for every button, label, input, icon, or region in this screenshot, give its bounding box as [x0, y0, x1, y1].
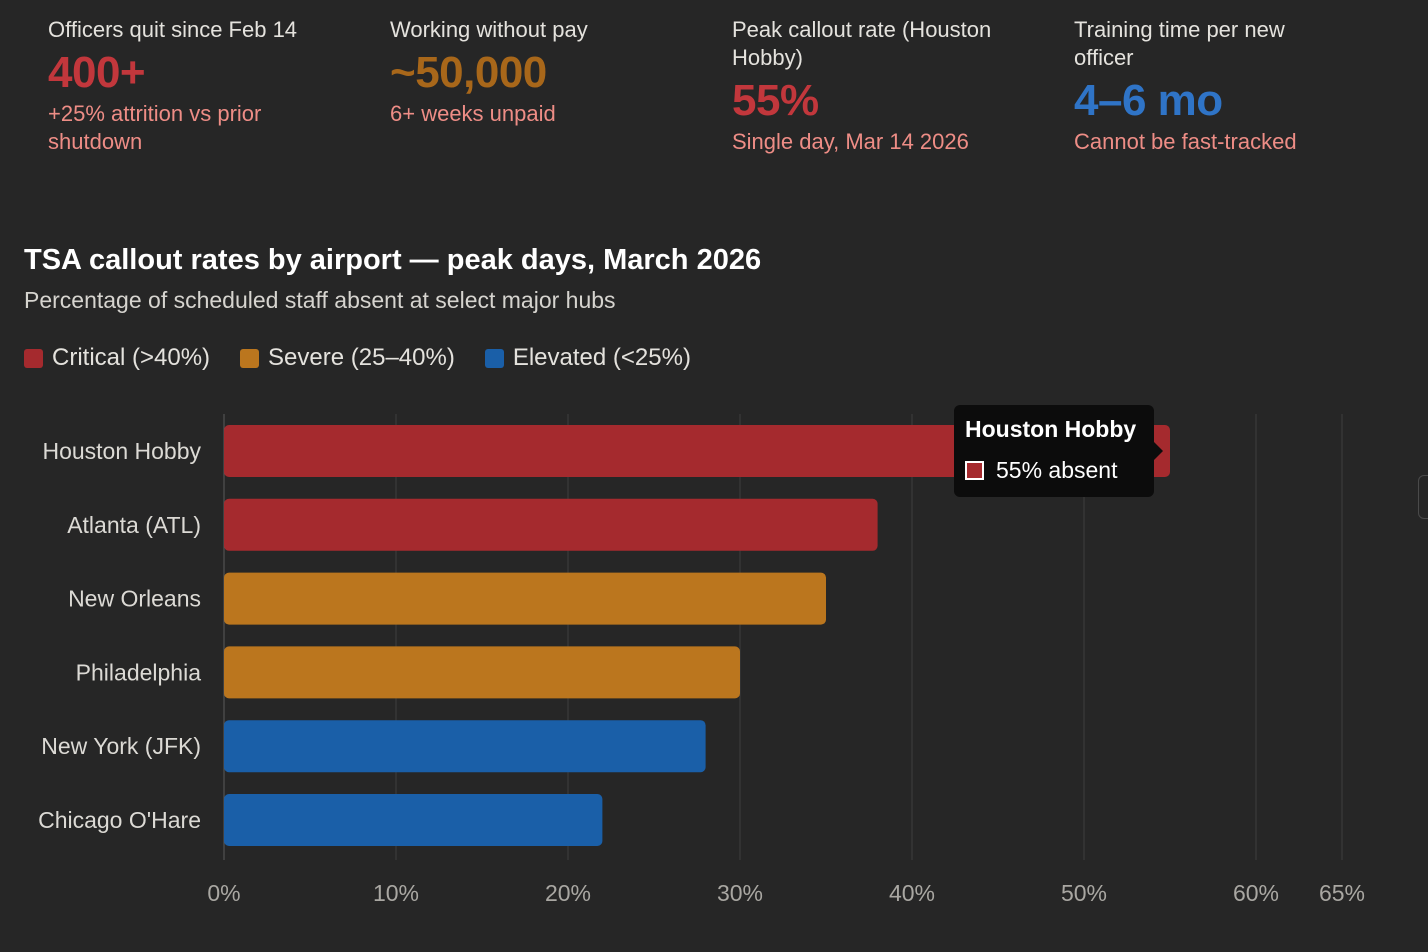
- kpi-working-without-pay: Working without pay ~50,000 6+ weeks unp…: [390, 16, 690, 128]
- bar[interactable]: [224, 646, 740, 699]
- y-category-label: Chicago O'Hare: [38, 807, 201, 833]
- y-category-label: New York (JFK): [41, 733, 201, 759]
- y-category-label: Philadelphia: [76, 659, 202, 685]
- x-tick-label: 65%: [1319, 880, 1365, 906]
- tooltip-title: Houston Hobby: [965, 416, 1137, 442]
- y-category-label: Houston Hobby: [42, 438, 201, 464]
- legend-item-severe[interactable]: Severe (25–40%): [240, 344, 455, 372]
- kpi-subtext: +25% attrition vs prior shutdown: [48, 101, 262, 154]
- kpi-value: ~50,000: [390, 48, 547, 97]
- x-tick-label: 20%: [545, 880, 591, 906]
- chart-title: TSA callout rates by airport — peak days…: [24, 244, 762, 276]
- kpi-peak-callout-rate: Peak callout rate (Houston Hobby) 55% Si…: [732, 16, 1032, 156]
- y-category-label: New Orleans: [68, 586, 201, 612]
- kpi-label: Peak callout rate (Houston Hobby): [732, 17, 992, 70]
- kpi-subtext: Single day, Mar 14 2026: [732, 129, 969, 154]
- kpi-value: 55%: [732, 76, 819, 125]
- x-tick-label: 0%: [207, 880, 240, 906]
- kpi-subtext: 6+ weeks unpaid: [390, 101, 556, 126]
- legend-item-critical[interactable]: Critical (>40%): [24, 344, 210, 372]
- legend-swatch-elevated: [484, 348, 504, 368]
- x-tick-label: 50%: [1061, 880, 1107, 906]
- bar[interactable]: [224, 498, 878, 551]
- side-panel-handle[interactable]: [1418, 475, 1428, 519]
- x-tick-label: 60%: [1233, 880, 1279, 906]
- legend-label: Critical (>40%): [52, 344, 211, 371]
- kpi-label: Officers quit since Feb 14: [48, 17, 298, 42]
- chart-subtitle: Percentage of scheduled staff absent at …: [24, 287, 616, 313]
- bar[interactable]: [224, 425, 1170, 477]
- legend-item-elevated[interactable]: Elevated (<25%): [484, 344, 691, 372]
- x-tick-label: 10%: [373, 880, 419, 906]
- y-category-label: Atlanta (ATL): [67, 512, 201, 538]
- tooltip-swatch: [965, 461, 984, 480]
- kpi-value: 4–6 mo: [1074, 76, 1223, 125]
- legend-swatch-severe: [240, 348, 260, 368]
- kpi-label: Working without pay: [390, 17, 588, 42]
- tooltip-row: 55% absent: [965, 457, 1143, 484]
- legend-label: Elevated (<25%): [512, 344, 691, 371]
- bar[interactable]: [224, 720, 706, 773]
- kpi-training-time: Training time per new officer 4–6 mo Can…: [1074, 16, 1374, 156]
- kpi-subtext: Cannot be fast-tracked: [1074, 129, 1297, 154]
- tooltip-value: 55% absent: [996, 457, 1118, 483]
- kpi-officers-quit: Officers quit since Feb 14 400+ +25% att…: [48, 16, 348, 156]
- legend-swatch-critical: [24, 348, 43, 368]
- tooltip-arrow: [1154, 442, 1163, 460]
- x-tick-label: 30%: [717, 880, 763, 906]
- legend-label: Severe (25–40%): [268, 344, 455, 371]
- x-tick-label: 40%: [889, 880, 935, 906]
- chart-tooltip: Houston Hobby 55% absent: [954, 405, 1163, 497]
- bar[interactable]: [224, 794, 603, 846]
- kpi-label: Training time per new officer: [1074, 17, 1285, 70]
- chart-legend: Critical (>40%) Severe (25–40%) Elevated…: [24, 344, 721, 372]
- kpi-value: 400+: [48, 48, 146, 97]
- bar[interactable]: [224, 572, 826, 625]
